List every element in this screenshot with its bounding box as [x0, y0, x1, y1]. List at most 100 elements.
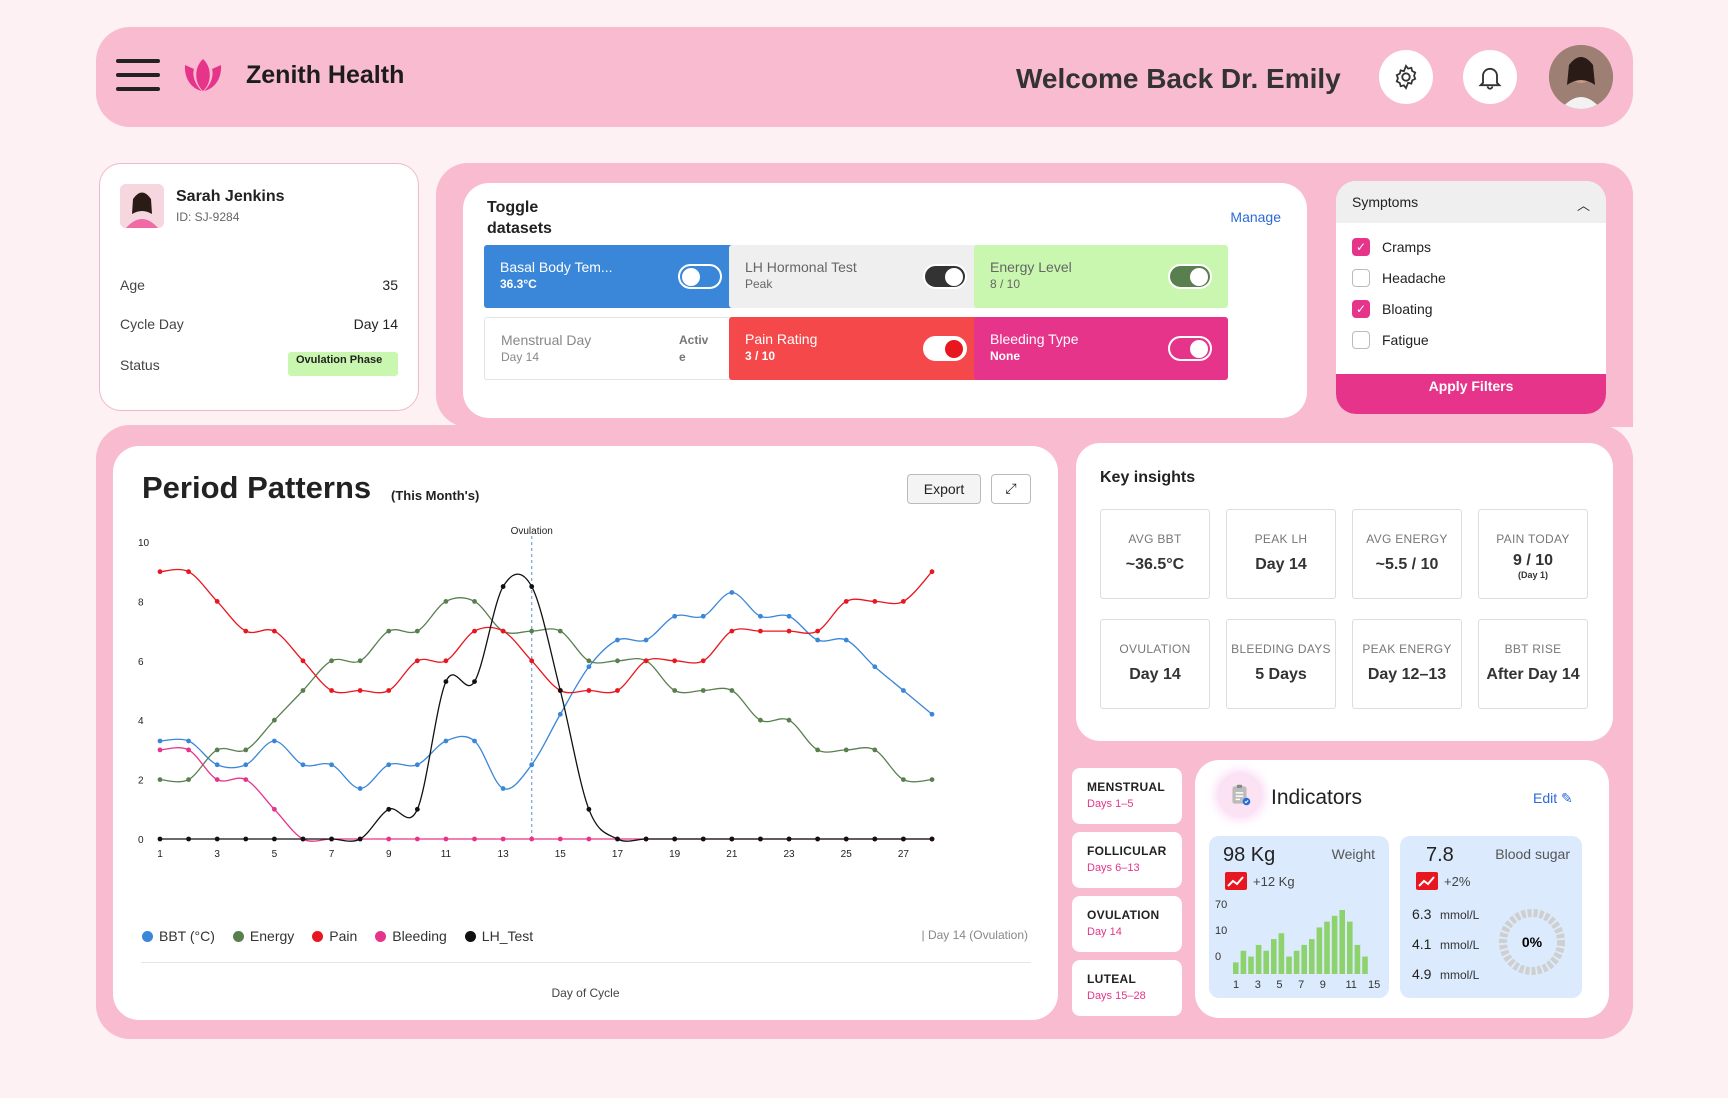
data-point — [472, 836, 477, 842]
dataset-toggle-card[interactable]: Menstrual Day Day 14 Active — [484, 317, 738, 380]
weight-bar — [1278, 933, 1285, 974]
chevron-up-icon[interactable]: ︿ — [1576, 198, 1590, 213]
notifications-button[interactable] — [1463, 50, 1517, 104]
insight-value: ~5.5 / 10 — [1375, 556, 1439, 573]
patient-id: ID: SJ-9284 — [176, 210, 240, 224]
data-point — [786, 836, 792, 842]
doctor-avatar[interactable] — [1549, 45, 1613, 109]
key-insights-card: Key insights AVG BBT ~36.5°C PEAK LH Day 14… — [1076, 443, 1613, 741]
data-point — [386, 688, 392, 693]
sugar-delta: +2% — [1444, 874, 1471, 889]
patient-name: Sarah Jenkins — [176, 188, 285, 205]
data-point — [186, 747, 191, 753]
dataset-toggle-card[interactable]: Pain Rating 3 / 10 — [729, 317, 983, 380]
toggle-switch[interactable] — [923, 336, 967, 361]
menu-icon[interactable] — [116, 59, 160, 91]
weight-bar — [1354, 944, 1361, 974]
sugar-label: Blood sugar — [1495, 846, 1570, 862]
toggle-switch[interactable] — [678, 264, 722, 289]
dataset-toggle-card[interactable]: Energy Level 8 / 10 — [974, 245, 1228, 308]
series-line — [159, 747, 932, 842]
weight-y-tick: 10 — [1215, 925, 1227, 937]
weight-x-tick: 1 — [1233, 979, 1239, 991]
legend-item[interactable]: Bleeding — [375, 928, 447, 944]
data-point — [414, 762, 420, 768]
data-point — [586, 658, 592, 664]
phase-item[interactable]: OVULATION Day 14 — [1072, 896, 1182, 952]
insight-tile: PEAK ENERGY Day 12–13 — [1352, 619, 1462, 709]
weight-bar — [1263, 950, 1269, 974]
legend-item[interactable]: Pain — [312, 928, 357, 944]
dataset-toggle-card[interactable]: Bleeding Type None — [974, 317, 1228, 380]
data-point — [186, 738, 191, 744]
edit-label: Edit — [1533, 790, 1558, 806]
legend-item[interactable]: Energy — [232, 928, 294, 944]
data-point — [529, 628, 535, 634]
symptom-checkbox[interactable] — [1352, 331, 1370, 349]
data-point — [214, 836, 220, 842]
dataset-toggle-card[interactable]: Basal Body Tem... 36.3°C — [484, 245, 738, 308]
blood-sugar-card: 7.8 Blood sugar +2% 6.3 mmol/L 4.1 mmol/L 4.… — [1400, 836, 1582, 998]
phase-days: Day 14 — [1087, 926, 1122, 938]
data-point — [157, 569, 163, 575]
toggle-knob — [945, 340, 963, 358]
toggle-knob — [682, 268, 700, 286]
edit-link[interactable]: Edit ✎ — [1533, 790, 1573, 807]
expand-icon: ⤢ — [1005, 480, 1017, 496]
phase-item[interactable]: MENSTRUAL Days 1–5 — [1072, 768, 1182, 824]
data-point — [586, 806, 592, 812]
toggle-datasets-title: Toggle datasets — [487, 199, 552, 237]
legend-label: Bleeding — [392, 928, 447, 944]
indicators-title: Indicators — [1271, 786, 1363, 809]
phase-days: Days 1–5 — [1087, 798, 1134, 810]
phase-item[interactable]: FOLLICULAR Days 6–13 — [1072, 832, 1182, 888]
weight-bar — [1293, 950, 1300, 974]
symptom-label: Bloating — [1382, 301, 1433, 317]
toggle-switch[interactable] — [1168, 336, 1212, 361]
symptom-checkbox[interactable]: ✓ — [1352, 300, 1370, 318]
apply-filters-button[interactable]: Apply Filters — [1336, 374, 1606, 414]
weight-card: 98 Kg Weight +12 Kg 70 10 0 1 3 5 7 9 11 15 — [1209, 836, 1389, 998]
ovulation-annotation: Ovulation — [511, 526, 553, 537]
data-point — [586, 688, 592, 693]
symptoms-header[interactable]: Symptoms — [1336, 181, 1606, 223]
data-point — [901, 688, 906, 693]
data-point — [643, 658, 649, 664]
pencil-icon: ✎ — [1561, 790, 1573, 806]
toggle-knob — [1190, 268, 1208, 286]
data-point — [758, 613, 763, 619]
manage-link[interactable]: Manage — [1230, 209, 1281, 225]
x-tick-label: 19 — [669, 849, 681, 860]
legend-item[interactable]: LH_Test — [464, 928, 533, 944]
dataset-toggle-card[interactable]: LH Hormonal Test Peak — [729, 245, 983, 308]
phase-name: MENSTRUAL — [1087, 780, 1166, 794]
data-point — [472, 679, 477, 684]
symptom-checkbox[interactable] — [1352, 269, 1370, 287]
data-point — [700, 688, 706, 693]
phase-item[interactable]: LUTEAL Days 15–28 — [1072, 960, 1182, 1016]
insight-value: Day 14 — [1255, 556, 1307, 573]
patient-avatar — [120, 184, 164, 228]
insight-label: PEAK LH — [1254, 532, 1308, 546]
data-point — [357, 786, 363, 791]
weight-bar — [1301, 944, 1307, 974]
dataset-value: 3 / 10 — [745, 349, 776, 363]
legend-label: Pain — [329, 928, 358, 944]
data-point — [672, 613, 678, 619]
data-point — [557, 628, 563, 634]
insight-tile: PAIN TODAY 9 / 10 (Day 1) — [1478, 509, 1588, 599]
settings-button[interactable] — [1379, 50, 1433, 104]
data-point — [243, 762, 249, 768]
data-point — [700, 658, 706, 664]
ovulation-day-note: | Day 14 (Ovulation) — [921, 928, 1029, 942]
toggle-switch[interactable] — [923, 264, 967, 289]
data-point — [729, 628, 735, 634]
toggle-switch[interactable] — [1168, 264, 1212, 289]
export-button[interactable]: Export — [907, 474, 981, 504]
expand-button[interactable]: ⤢ — [991, 474, 1031, 504]
insight-value: After Day 14 — [1486, 666, 1580, 683]
symptom-checkbox[interactable]: ✓ — [1352, 238, 1370, 256]
chart-legend: BBT (°C) Energy Pain Bleeding LH_Test — [142, 928, 533, 944]
gauge-value: 0% — [1522, 934, 1543, 950]
legend-item[interactable]: BBT (°C) — [142, 928, 215, 944]
